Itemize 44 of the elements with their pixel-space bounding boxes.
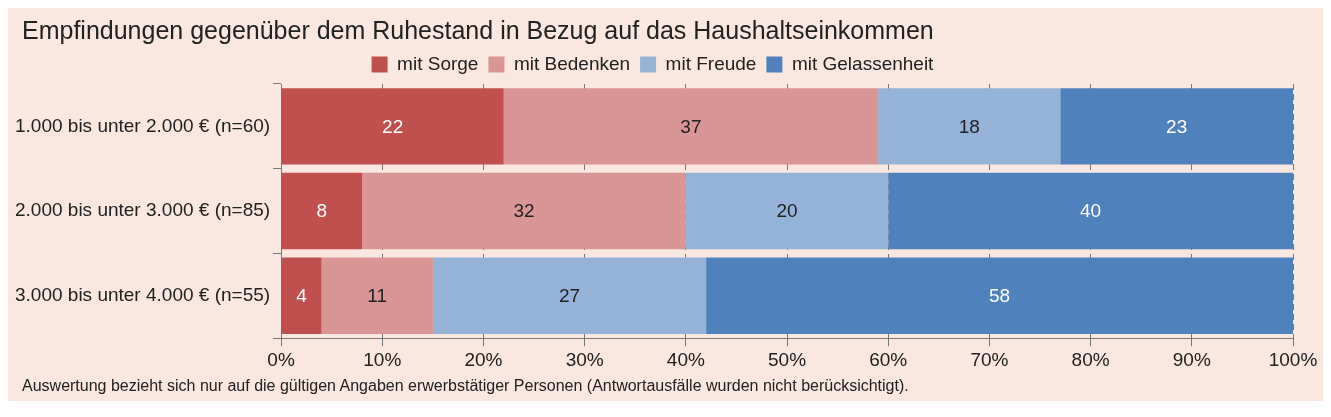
x-tick-label: 70%: [970, 348, 1009, 370]
bar: [503, 88, 879, 165]
legend-label: mit Freude: [665, 52, 757, 74]
x-tick-label: 30%: [565, 348, 604, 370]
bar: [281, 257, 322, 335]
x-tick-label: 10%: [363, 348, 402, 370]
data-label: 22: [382, 115, 404, 137]
x-tick-label: 80%: [1071, 348, 1110, 370]
x-tick-label: 60%: [869, 348, 908, 370]
data-label: 37: [680, 115, 702, 137]
data-label: 32: [513, 200, 535, 222]
bar: [685, 172, 889, 250]
data-label: 18: [958, 115, 980, 137]
bar: [281, 88, 504, 165]
bar: [878, 88, 1061, 165]
bar: [888, 172, 1293, 250]
bar: [321, 257, 433, 335]
x-tick-label: 100%: [1268, 348, 1318, 370]
x-tick-label: 40%: [666, 348, 705, 370]
chart-title: Empfindungen gegenüber dem Ruhestand in Bezug auf das Haushaltseinkommen: [21, 15, 935, 45]
bar: [432, 257, 707, 335]
data-label: 20: [776, 200, 798, 222]
bar: [281, 172, 363, 250]
data-label: 11: [367, 285, 388, 307]
bar: [362, 172, 686, 250]
data-label: 4: [296, 285, 308, 307]
legend-label: mit Sorge: [397, 52, 479, 74]
y-tick-label: 2.000 bis unter 3.000 € (n=85): [14, 199, 271, 221]
text: Auswertung bezieht sich nur auf die gültigen Angaben erwerbstätiger Personen (Antwortausfälle wurden nicht berücksichtigt).: [21, 376, 910, 396]
x-tick-label: 90%: [1172, 348, 1211, 370]
x-tick-label: 20%: [464, 348, 503, 370]
legend-label: mit Gelassenheit: [791, 52, 935, 74]
data-label: 8: [316, 200, 328, 222]
legend-label: mit Bedenken: [513, 52, 631, 74]
data-label: 58: [988, 285, 1011, 307]
x-tick-label: 0%: [267, 348, 295, 370]
bar: [706, 257, 1293, 335]
data-label: 23: [1166, 115, 1188, 137]
y-tick-label: 1.000 bis unter 2.000 € (n=60): [14, 114, 271, 136]
data-label: 27: [558, 285, 581, 307]
y-tick-label: 3.000 bis unter 4.000 € (n=55): [14, 284, 271, 306]
bar: [1060, 88, 1293, 165]
data-label: 40: [1080, 200, 1102, 222]
x-tick-label: 50%: [768, 348, 807, 370]
